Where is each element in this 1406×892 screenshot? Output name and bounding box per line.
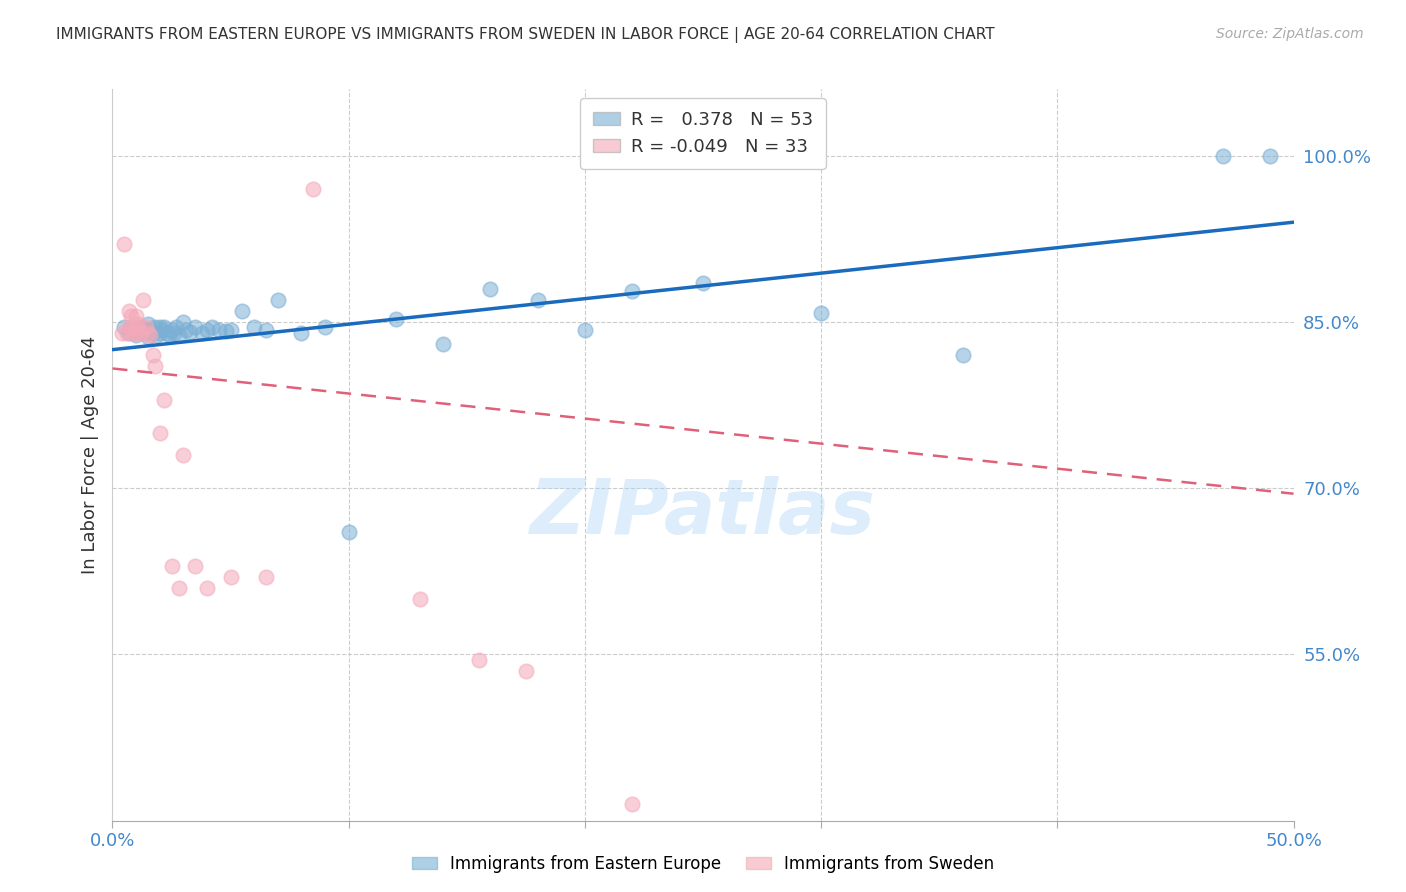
- Point: [163, 326, 186, 340]
- Point: [118, 326, 141, 340]
- Point: [167, 581, 190, 595]
- Point: [135, 325, 157, 339]
- Point: [515, 664, 537, 678]
- Point: [125, 310, 148, 324]
- Point: [112, 237, 135, 252]
- Point: [118, 320, 141, 334]
- Point: [208, 323, 231, 337]
- Point: [125, 320, 148, 334]
- Point: [231, 303, 253, 318]
- Point: [191, 326, 214, 340]
- Text: Source: ZipAtlas.com: Source: ZipAtlas.com: [1216, 27, 1364, 41]
- Point: [1258, 149, 1281, 163]
- Point: [122, 323, 145, 337]
- Point: [129, 326, 152, 340]
- Point: [142, 326, 165, 340]
- Point: [143, 320, 166, 334]
- Point: [112, 320, 135, 334]
- Point: [120, 320, 142, 334]
- Point: [165, 320, 187, 334]
- Point: [219, 323, 242, 337]
- Point: [149, 326, 172, 340]
- Point: [160, 323, 183, 337]
- Point: [621, 797, 644, 811]
- Point: [125, 324, 148, 338]
- Point: [314, 320, 336, 334]
- Point: [157, 328, 180, 343]
- Point: [810, 306, 832, 320]
- Point: [692, 276, 714, 290]
- Point: [174, 323, 197, 337]
- Point: [201, 320, 224, 334]
- Legend: R =   0.378   N = 53, R = -0.049   N = 33: R = 0.378 N = 53, R = -0.049 N = 33: [581, 98, 825, 169]
- Point: [120, 320, 142, 334]
- Point: [139, 323, 162, 337]
- Point: [215, 324, 238, 338]
- Point: [127, 317, 149, 331]
- Point: [432, 337, 454, 351]
- Point: [574, 323, 596, 337]
- Point: [125, 328, 148, 343]
- Point: [136, 317, 159, 331]
- Point: [219, 570, 242, 584]
- Point: [118, 303, 141, 318]
- Point: [143, 359, 166, 374]
- Point: [150, 323, 173, 337]
- Point: [149, 425, 172, 440]
- Point: [254, 570, 277, 584]
- Point: [139, 328, 162, 343]
- Point: [136, 326, 159, 340]
- Point: [132, 323, 155, 337]
- Point: [172, 448, 194, 462]
- Point: [254, 323, 277, 337]
- Y-axis label: In Labor Force | Age 20-64: In Labor Force | Age 20-64: [80, 335, 98, 574]
- Point: [153, 320, 176, 334]
- Point: [172, 315, 194, 329]
- Point: [135, 320, 157, 334]
- Point: [149, 320, 172, 334]
- Point: [195, 581, 218, 595]
- Point: [120, 310, 142, 324]
- Legend: Immigrants from Eastern Europe, Immigrants from Sweden: Immigrants from Eastern Europe, Immigran…: [405, 848, 1001, 880]
- Point: [122, 326, 145, 340]
- Point: [195, 323, 218, 337]
- Point: [132, 293, 155, 307]
- Point: [142, 348, 165, 362]
- Point: [179, 325, 201, 339]
- Point: [156, 326, 179, 340]
- Point: [111, 326, 134, 340]
- Point: [184, 320, 207, 334]
- Point: [479, 282, 502, 296]
- Point: [129, 320, 152, 334]
- Point: [408, 592, 430, 607]
- Point: [621, 284, 644, 298]
- Text: IMMIGRANTS FROM EASTERN EUROPE VS IMMIGRANTS FROM SWEDEN IN LABOR FORCE | AGE 20: IMMIGRANTS FROM EASTERN EUROPE VS IMMIGR…: [56, 27, 995, 43]
- Point: [1212, 149, 1234, 163]
- Point: [302, 182, 325, 196]
- Point: [167, 328, 190, 343]
- Point: [125, 326, 148, 340]
- Point: [290, 326, 312, 340]
- Point: [526, 293, 548, 307]
- Point: [385, 311, 408, 326]
- Text: ZIPatlas: ZIPatlas: [530, 476, 876, 550]
- Point: [153, 392, 176, 407]
- Point: [136, 330, 159, 344]
- Point: [952, 348, 974, 362]
- Point: [115, 326, 138, 340]
- Point: [184, 558, 207, 573]
- Point: [243, 320, 266, 334]
- Point: [146, 328, 169, 343]
- Point: [337, 525, 360, 540]
- Point: [467, 653, 489, 667]
- Point: [267, 293, 290, 307]
- Point: [160, 558, 183, 573]
